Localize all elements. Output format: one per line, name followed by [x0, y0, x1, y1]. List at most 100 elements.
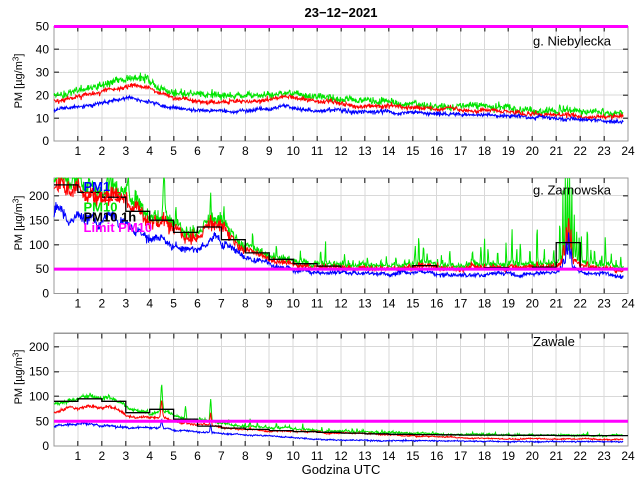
svg-text:23: 23 — [597, 144, 611, 158]
svg-text:PM2.5: PM2.5 — [84, 189, 122, 204]
svg-text:3: 3 — [122, 297, 129, 311]
svg-text:8: 8 — [242, 449, 249, 463]
svg-text:15: 15 — [406, 297, 420, 311]
svg-text:23: 23 — [597, 297, 611, 311]
svg-text:19: 19 — [502, 297, 516, 311]
svg-text:21: 21 — [550, 297, 564, 311]
svg-text:18: 18 — [478, 449, 492, 463]
svg-text:24: 24 — [621, 449, 635, 463]
svg-text:2: 2 — [98, 297, 105, 311]
svg-text:19: 19 — [502, 449, 516, 463]
svg-text:1: 1 — [75, 144, 82, 158]
svg-text:7: 7 — [218, 144, 225, 158]
svg-text:4: 4 — [146, 449, 153, 463]
svg-text:2: 2 — [98, 144, 105, 158]
svg-text:3: 3 — [122, 449, 129, 463]
svg-text:Godzina UTC: Godzina UTC — [302, 462, 381, 477]
svg-text:23: 23 — [597, 449, 611, 463]
svg-text:14: 14 — [382, 297, 396, 311]
svg-text:13: 13 — [358, 297, 372, 311]
svg-text:17: 17 — [454, 144, 468, 158]
svg-text:0: 0 — [42, 134, 49, 148]
svg-text:12: 12 — [334, 297, 348, 311]
svg-text:8: 8 — [242, 297, 249, 311]
svg-text:10: 10 — [36, 111, 50, 125]
svg-text:200: 200 — [29, 340, 49, 354]
svg-text:5: 5 — [170, 297, 177, 311]
svg-text:11: 11 — [311, 297, 324, 311]
svg-text:10: 10 — [287, 144, 301, 158]
svg-text:14: 14 — [382, 449, 396, 463]
svg-text:21: 21 — [550, 144, 564, 158]
svg-text:PM10 1h: PM10 1h — [84, 210, 137, 225]
svg-text:0: 0 — [42, 287, 49, 301]
svg-text:9: 9 — [266, 144, 273, 158]
svg-text:30: 30 — [36, 66, 50, 80]
svg-text:17: 17 — [454, 449, 468, 463]
svg-text:7: 7 — [218, 449, 225, 463]
svg-text:2: 2 — [98, 449, 105, 463]
svg-text:9: 9 — [266, 449, 273, 463]
svg-text:6: 6 — [194, 297, 201, 311]
svg-text:10: 10 — [287, 449, 301, 463]
svg-text:5: 5 — [170, 449, 177, 463]
svg-text:PM [µg/m3]: PM [µg/m3] — [12, 54, 26, 109]
svg-text:18: 18 — [478, 297, 492, 311]
svg-text:Limit PM10: Limit PM10 — [84, 220, 153, 235]
svg-text:20: 20 — [526, 449, 540, 463]
svg-text:PM [µg/m3]: PM [µg/m3] — [12, 196, 26, 251]
svg-text:24: 24 — [621, 297, 635, 311]
svg-text:20: 20 — [36, 88, 50, 102]
svg-text:13: 13 — [358, 144, 372, 158]
svg-text:50: 50 — [36, 20, 50, 34]
svg-text:4: 4 — [146, 144, 153, 158]
svg-text:19: 19 — [502, 144, 516, 158]
svg-text:100: 100 — [29, 238, 49, 252]
svg-text:11: 11 — [311, 449, 324, 463]
svg-text:20: 20 — [526, 144, 540, 158]
svg-text:24: 24 — [621, 144, 635, 158]
svg-text:PM10: PM10 — [84, 199, 118, 214]
svg-text:PM1: PM1 — [84, 179, 111, 194]
svg-text:13: 13 — [358, 449, 372, 463]
svg-text:50: 50 — [36, 414, 50, 428]
svg-text:6: 6 — [194, 449, 201, 463]
svg-text:10: 10 — [287, 297, 301, 311]
svg-text:g. Zarnowska: g. Zarnowska — [533, 183, 612, 198]
svg-text:3: 3 — [122, 144, 129, 158]
svg-text:50: 50 — [36, 262, 50, 276]
svg-text:Zawale: Zawale — [533, 334, 575, 349]
svg-text:22: 22 — [574, 449, 588, 463]
svg-text:100: 100 — [29, 390, 49, 404]
svg-text:17: 17 — [454, 297, 468, 311]
svg-text:7: 7 — [218, 297, 225, 311]
svg-text:14: 14 — [382, 144, 396, 158]
svg-text:9: 9 — [266, 297, 273, 311]
svg-text:16: 16 — [430, 144, 444, 158]
svg-text:8: 8 — [242, 144, 249, 158]
svg-text:18: 18 — [478, 144, 492, 158]
svg-text:6: 6 — [194, 144, 201, 158]
svg-text:15: 15 — [406, 449, 420, 463]
svg-text:5: 5 — [170, 144, 177, 158]
svg-text:PM [µg/m3]: PM [µg/m3] — [12, 350, 26, 405]
svg-text:22: 22 — [574, 297, 588, 311]
svg-text:1: 1 — [75, 297, 82, 311]
svg-text:16: 16 — [430, 297, 444, 311]
svg-text:4: 4 — [146, 297, 153, 311]
svg-text:15: 15 — [406, 144, 420, 158]
svg-text:16: 16 — [430, 449, 444, 463]
svg-text:23−12−2021: 23−12−2021 — [304, 5, 377, 20]
svg-text:20: 20 — [526, 297, 540, 311]
svg-text:200: 200 — [29, 189, 49, 203]
svg-text:12: 12 — [334, 144, 348, 158]
svg-text:12: 12 — [334, 449, 348, 463]
svg-text:150: 150 — [29, 213, 49, 227]
svg-text:0: 0 — [42, 439, 49, 453]
svg-text:21: 21 — [550, 449, 564, 463]
svg-text:g. Niebylecka: g. Niebylecka — [533, 34, 612, 49]
svg-text:22: 22 — [574, 144, 588, 158]
svg-text:150: 150 — [29, 365, 49, 379]
svg-text:11: 11 — [311, 144, 324, 158]
svg-text:1: 1 — [75, 449, 82, 463]
